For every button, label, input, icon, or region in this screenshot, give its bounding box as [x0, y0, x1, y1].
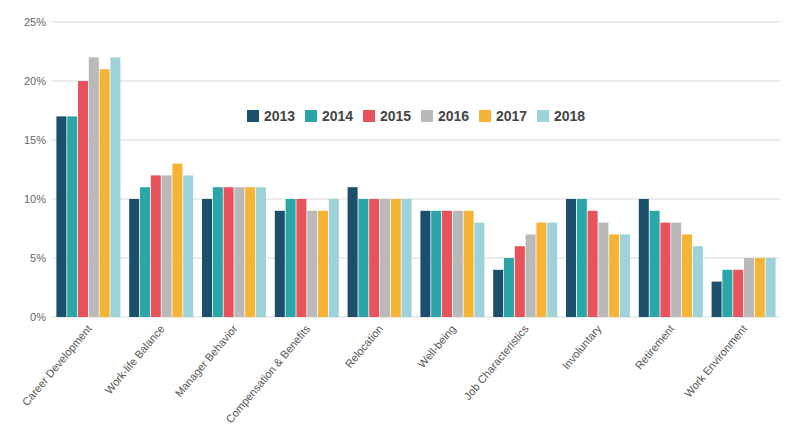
x-tick-label: Career Development [19, 323, 93, 408]
bar [213, 187, 223, 317]
bar [755, 258, 765, 317]
bar [598, 223, 608, 317]
bar [650, 211, 660, 317]
grid-line [52, 199, 780, 200]
bar [577, 199, 587, 317]
bar [89, 57, 99, 317]
bar [588, 211, 598, 317]
x-tick-label: Involuntary [560, 322, 604, 371]
y-tick-label: 15% [24, 134, 46, 146]
bar [744, 258, 754, 317]
grid-line [52, 140, 780, 141]
bar [712, 282, 722, 317]
bar [329, 199, 339, 317]
x-tick-label: Relocation [343, 323, 386, 371]
bar [671, 223, 681, 317]
bar [536, 223, 546, 317]
bar [151, 175, 161, 317]
bar [660, 223, 670, 317]
y-tick-label: 0% [30, 311, 46, 323]
bar [348, 187, 358, 317]
legend-label: 2015 [380, 108, 411, 124]
bar [286, 199, 296, 317]
bar [566, 199, 576, 317]
bar [453, 211, 463, 317]
legend-label: 2016 [438, 108, 469, 124]
bar [202, 199, 212, 317]
grid-line [52, 317, 780, 318]
bar [296, 199, 306, 317]
bar [766, 258, 776, 317]
bar [256, 187, 266, 317]
grid-line [52, 22, 780, 23]
chart-container: 0% 5% 10% 15% 20% 25% Career DevelopmentWork-l… [0, 0, 792, 427]
bar [464, 211, 474, 317]
legend-label: 2014 [322, 108, 353, 124]
y-tick-label: 10% [24, 193, 46, 205]
bar [474, 223, 484, 317]
bar [609, 234, 619, 317]
bar [420, 211, 430, 317]
bar [318, 211, 328, 317]
bar [515, 246, 525, 317]
bar [56, 116, 66, 317]
x-tick-label: Job Characteristics [461, 322, 531, 402]
bar [369, 199, 379, 317]
bar [620, 234, 630, 317]
x-tick-label: Work Environment [682, 323, 749, 400]
bar [639, 199, 649, 317]
bar [110, 57, 120, 317]
bar [100, 69, 110, 317]
legend-swatch [537, 110, 549, 122]
bar [391, 199, 401, 317]
bar [402, 199, 412, 317]
legend-swatch [305, 110, 317, 122]
bar [547, 223, 557, 317]
bar [380, 199, 390, 317]
bar [493, 270, 503, 317]
x-tick-label: Work-life Balance [102, 323, 166, 397]
y-tick-label: 5% [30, 252, 46, 264]
bar [129, 199, 139, 317]
bar [733, 270, 743, 317]
x-tick-label: Retirement [633, 323, 677, 372]
y-tick-label: 20% [24, 75, 46, 87]
legend-swatch [479, 110, 491, 122]
legend-label: 2013 [264, 108, 295, 124]
bar [172, 164, 182, 317]
bar [431, 211, 441, 317]
legend-label: 2018 [554, 108, 585, 124]
bar [162, 175, 172, 317]
y-tick-label: 25% [24, 16, 46, 28]
bar [275, 211, 285, 317]
bar [234, 187, 244, 317]
bar [722, 270, 732, 317]
bar [504, 258, 514, 317]
bar [67, 116, 77, 317]
legend-label: 2017 [496, 108, 527, 124]
chart-svg: 0% 5% 10% 15% 20% 25% Career DevelopmentWork-l… [0, 0, 792, 427]
bar [140, 187, 150, 317]
bar [442, 211, 452, 317]
bar [183, 175, 193, 317]
bar [224, 187, 234, 317]
bar [78, 81, 88, 317]
grid-line [52, 81, 780, 82]
legend-swatch [363, 110, 375, 122]
legend-swatch [247, 110, 259, 122]
legend-swatch [421, 110, 433, 122]
bar [358, 199, 368, 317]
bar [245, 187, 255, 317]
bar [307, 211, 317, 317]
bar [693, 246, 703, 317]
bar [682, 234, 692, 317]
x-tick-label: Manager Behavior [173, 322, 240, 399]
legend: 2013 2014 2015 2016 2017 2018 [247, 108, 585, 124]
bar [526, 234, 536, 317]
x-tick-label: Well-being [415, 323, 457, 370]
grid-line [52, 258, 780, 259]
x-tick-label: Compensation & Benefits [223, 322, 312, 425]
bars [56, 57, 775, 317]
